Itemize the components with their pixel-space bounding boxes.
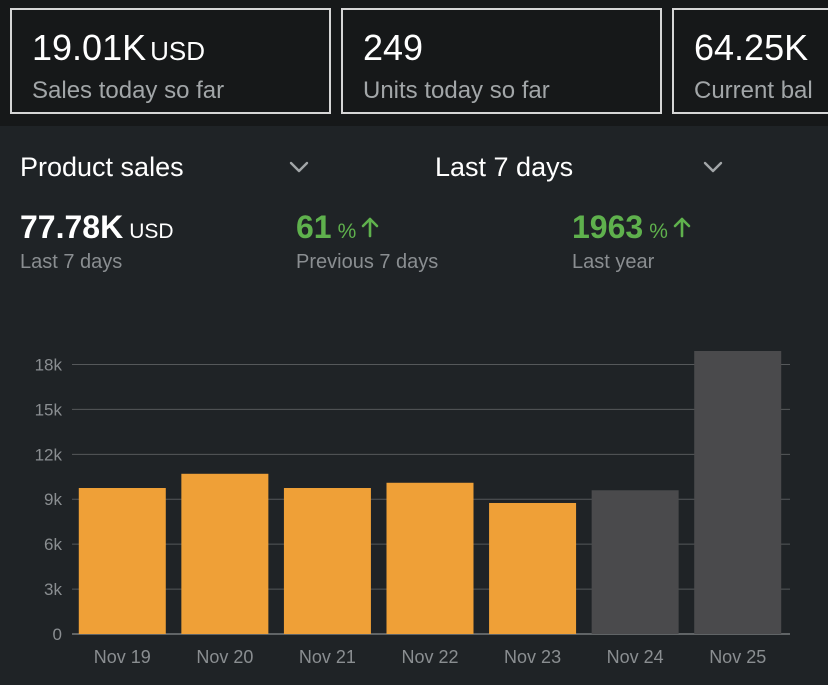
current-balance-value: 64.25K [694,27,809,68]
units-today-card[interactable]: 249 Units today so far [341,8,662,114]
chevron-down-icon[interactable] [702,156,724,178]
units-today-value: 249 [363,27,424,68]
x-tick-label: Nov 22 [401,647,458,667]
current-balance-card[interactable]: 64.25K Current bal [672,8,828,114]
y-tick-label: 0 [53,625,62,644]
chart-bar [78,488,166,634]
chart-bar [283,488,371,634]
y-tick-label: 6k [44,535,62,554]
chart-bar [386,482,474,634]
chart-bar [694,351,782,634]
chart-bar [181,473,269,634]
y-tick-label: 3k [44,580,62,599]
kpi-strip: 19.01K USD Sales today so far 249 Units t… [0,0,828,126]
arrow-up-icon [361,217,379,238]
x-tick-label: Nov 21 [299,647,356,667]
total-sales-unit: USD [129,220,174,243]
sales-bar-chart: 0 3k 6k 9k 12k 15k 18k Nov 19 Nov 20 Nov 21 Nov 22… [35,351,790,667]
sales-today-value: 19.01K USD [32,27,206,68]
current-balance-label: Current bal [694,77,813,104]
x-tick-label: Nov 20 [196,647,253,667]
x-tick-label: Nov 23 [504,647,561,667]
sales-today-card[interactable]: 19.01K USD Sales today so far [10,8,331,114]
chevron-down-icon[interactable] [288,156,310,178]
x-tick-label: Nov 19 [94,647,151,667]
last-year-change-unit: % [649,220,668,243]
sales-today-unit: USD [150,36,206,66]
arrow-up-icon [673,217,691,238]
y-tick-label: 18k [35,355,63,374]
chart-bar [489,502,577,634]
y-tick-label: 9k [44,490,62,509]
previous-change-value: 61% [296,210,380,249]
y-tick-label: 15k [35,400,63,419]
y-tick-label: 12k [35,445,63,464]
previous-change-label: Previous 7 days [296,251,439,273]
last-year-change-value: 1963% [572,210,692,249]
x-tick-label: Nov 24 [607,647,664,667]
units-today-label: Units today so far [363,77,550,104]
x-tick-label: Nov 25 [709,647,766,667]
sales-today-label: Sales today so far [32,77,225,104]
total-sales-label: Last 7 days [20,251,123,273]
period-selector-label[interactable]: Last 7 days [435,152,574,182]
previous-change-unit: % [337,220,357,243]
total-sales-value: 77.78K USD [20,209,174,245]
metric-selector-label[interactable]: Product sales [20,152,184,182]
last-year-change-label: Last year [572,251,655,273]
chart-bar [591,490,679,634]
